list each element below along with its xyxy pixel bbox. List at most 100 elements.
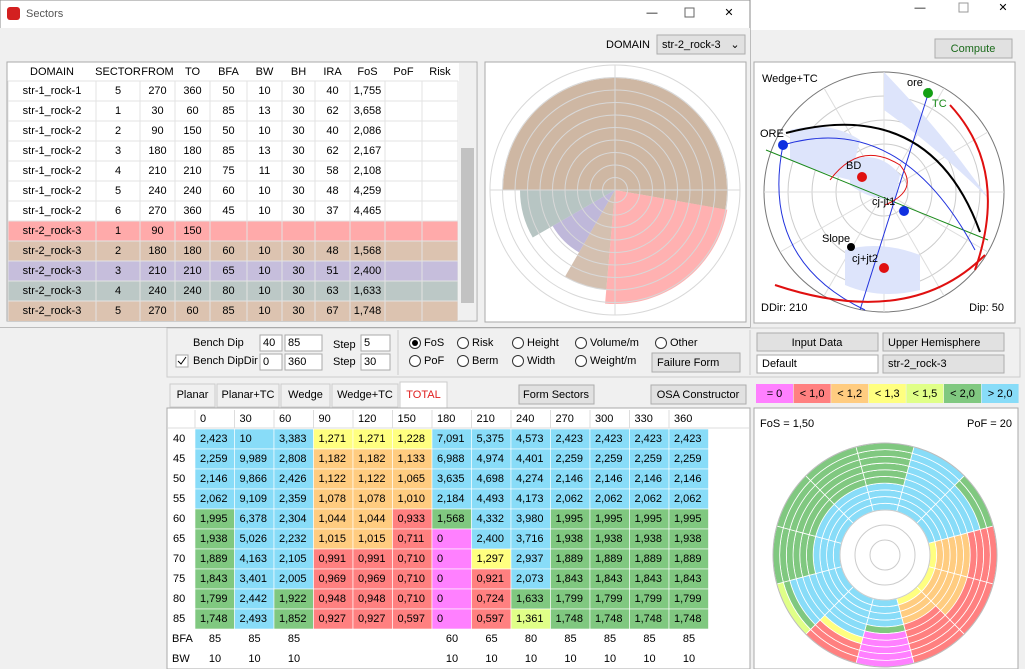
tab-label[interactable]: Wedge+TC (337, 389, 393, 401)
legend: = 0 < 1,0 < 1,2 < 1,3 < 1,5 < 2,0 > 2,0 (756, 384, 1019, 403)
ring-chart (772, 442, 998, 668)
tab[interactable] (216, 383, 280, 408)
radio[interactable] (512, 337, 524, 349)
input[interactable] (284, 353, 323, 371)
table-row[interactable] (8, 181, 458, 201)
hemisphere[interactable]: Upper Hemisphere (888, 337, 980, 349)
tab-label[interactable]: TOTAL (406, 389, 440, 401)
osa-constructor[interactable]: OSA Constructor (657, 389, 740, 401)
table-row[interactable] (8, 301, 458, 321)
radio-label[interactable]: Height (527, 337, 559, 349)
window-icon (7, 7, 20, 20)
checkbox[interactable] (175, 354, 189, 368)
input-data[interactable]: Input Data (792, 337, 844, 349)
minimize[interactable]: — (915, 2, 926, 14)
table-row[interactable] (8, 201, 458, 221)
maximize[interactable] (958, 2, 969, 13)
cell-value: 3,383 (279, 433, 307, 445)
win-close[interactable]: ✕ (724, 7, 733, 19)
input-data-button[interactable] (756, 332, 879, 352)
table-row[interactable] (8, 241, 458, 261)
cell-value: 1,843 (674, 573, 702, 585)
cell-value: 2,146 (200, 473, 228, 485)
radio[interactable] (512, 355, 524, 367)
cell-value: 6,988 (437, 453, 465, 465)
win-maximize[interactable] (684, 7, 695, 18)
input-value[interactable]: 40 (263, 337, 275, 349)
cell-value: 1,748 (595, 613, 623, 625)
tab-label[interactable]: Wedge (288, 389, 323, 401)
radio[interactable] (575, 337, 587, 349)
table-row[interactable] (8, 101, 458, 121)
table-row[interactable] (8, 81, 458, 101)
cell-value: 2,423 (635, 433, 663, 445)
hemisphere-combo[interactable] (882, 332, 1005, 352)
cell-value: 1,748 (635, 613, 663, 625)
tab[interactable] (331, 383, 399, 408)
radio[interactable] (457, 355, 469, 367)
input-value[interactable]: 5 (364, 337, 370, 349)
input[interactable] (284, 334, 323, 352)
win-minimize[interactable]: — (647, 7, 658, 19)
table-row[interactable] (8, 281, 458, 301)
radio-label[interactable]: PoF (424, 355, 444, 367)
bench-dipdir-label[interactable]: Bench DipDir (193, 355, 258, 367)
domain-combo[interactable] (882, 354, 1005, 374)
cell-value: 1,633 (516, 593, 544, 605)
tab[interactable] (169, 383, 216, 408)
preset-combo[interactable] (756, 354, 879, 374)
radio-label[interactable]: Volume/m (590, 337, 639, 349)
cell-value: 2,423 (595, 433, 623, 445)
table-row[interactable] (8, 121, 458, 141)
osa-button[interactable] (650, 384, 747, 405)
radio-label[interactable]: Other (670, 337, 698, 349)
result-cell[interactable] (668, 608, 709, 630)
radio-label[interactable]: Berm (472, 355, 498, 367)
radio[interactable] (575, 355, 587, 367)
cell-value: 4,493 (477, 493, 505, 505)
compute-button[interactable] (934, 38, 1013, 59)
table-cell: 6 (115, 205, 121, 217)
failure-form-combo[interactable] (651, 352, 741, 373)
radio[interactable] (409, 355, 421, 367)
cell-value: 5,375 (477, 433, 505, 445)
column-header: TO (185, 66, 201, 78)
domain-value[interactable]: str-2_rock-3 (662, 39, 721, 51)
input-value[interactable]: 30 (364, 356, 376, 368)
outer-ring (772, 442, 998, 668)
input[interactable] (360, 334, 391, 352)
compute-label[interactable]: Compute (951, 43, 996, 55)
domain-combo[interactable] (656, 34, 746, 55)
cell-value: 2,146 (635, 473, 663, 485)
radio-label[interactable]: Width (527, 355, 555, 367)
tab-label[interactable]: Planar (177, 389, 209, 401)
tab-label[interactable]: Planar+TC (222, 389, 275, 401)
radio-label[interactable]: Weight/m (590, 355, 636, 367)
radio-label[interactable]: FoS (424, 337, 444, 349)
radio-label[interactable]: Risk (472, 337, 494, 349)
cell-value: 2,146 (556, 473, 584, 485)
radio[interactable] (457, 337, 469, 349)
tab[interactable] (399, 381, 448, 409)
input[interactable] (360, 353, 391, 371)
tab[interactable] (280, 383, 331, 408)
tc-plane (859, 87, 931, 311)
table-row[interactable] (8, 161, 458, 181)
close[interactable]: ✕ (998, 2, 1007, 14)
input-value[interactable]: 360 (288, 356, 306, 368)
failure-form[interactable]: Failure Form (657, 357, 719, 369)
domain[interactable]: str-2_rock-3 (888, 358, 947, 370)
input-value[interactable]: 0 (263, 356, 269, 368)
input[interactable] (259, 334, 283, 352)
input-value[interactable]: 85 (288, 337, 300, 349)
radio[interactable] (655, 337, 667, 349)
scroll-thumb[interactable] (461, 148, 474, 303)
table-row[interactable] (8, 221, 458, 241)
table-row[interactable] (8, 261, 458, 281)
table-row[interactable] (8, 141, 458, 161)
cell-value: 1,228 (398, 433, 426, 445)
form-sectors-button[interactable] (518, 384, 595, 405)
input[interactable] (259, 353, 283, 371)
preset[interactable]: Default (762, 358, 797, 370)
form-sectors[interactable]: Form Sectors (523, 389, 590, 401)
